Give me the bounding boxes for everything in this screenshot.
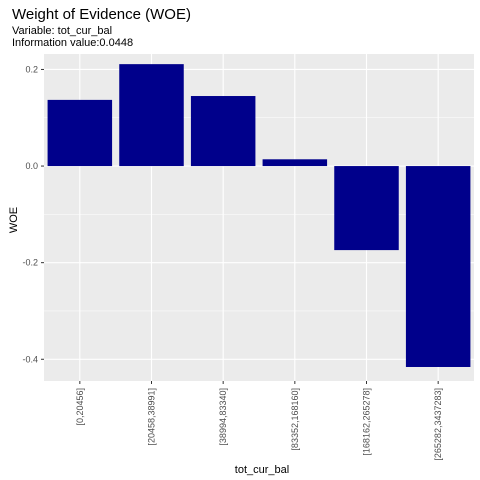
x-tick-label: [83352,168160] [290,388,300,451]
x-tick-label: [38994,83340] [218,388,228,446]
chart-subtitle-information-value: Information value:0.0448 [12,37,133,49]
bar [405,166,471,367]
x-axis-title: tot_cur_bal [235,464,289,476]
bar [334,166,399,251]
bar [47,99,113,167]
x-tick-label: [265282,3437283] [433,388,443,461]
y-tick-label: -0.4 [22,354,38,364]
minor-gridlines [44,117,474,312]
x-tick-label: [0,20456] [75,388,85,426]
x-axis: [0,20456] [20458,38991] [38994,83340] [8335… [75,381,443,461]
y-axis-title: WOE [8,207,20,233]
y-tick-label: 0.2 [25,64,38,74]
bar [262,159,328,167]
x-tick-label: [20458,38991] [147,388,157,446]
plot-panel [44,54,474,381]
chart-title: Weight of Evidence (WOE) [12,6,191,23]
bar [190,96,256,167]
bars [47,64,471,367]
y-tick-label: -0.2 [22,258,38,268]
bar [119,64,184,167]
x-tick-label: [168162,265278] [362,388,372,456]
chart-subtitle-variable: Variable: tot_cur_bal [12,25,112,37]
y-axis: 0.2 0.0 -0.2 -0.4 [22,64,44,364]
y-tick-label: 0.0 [25,161,38,171]
